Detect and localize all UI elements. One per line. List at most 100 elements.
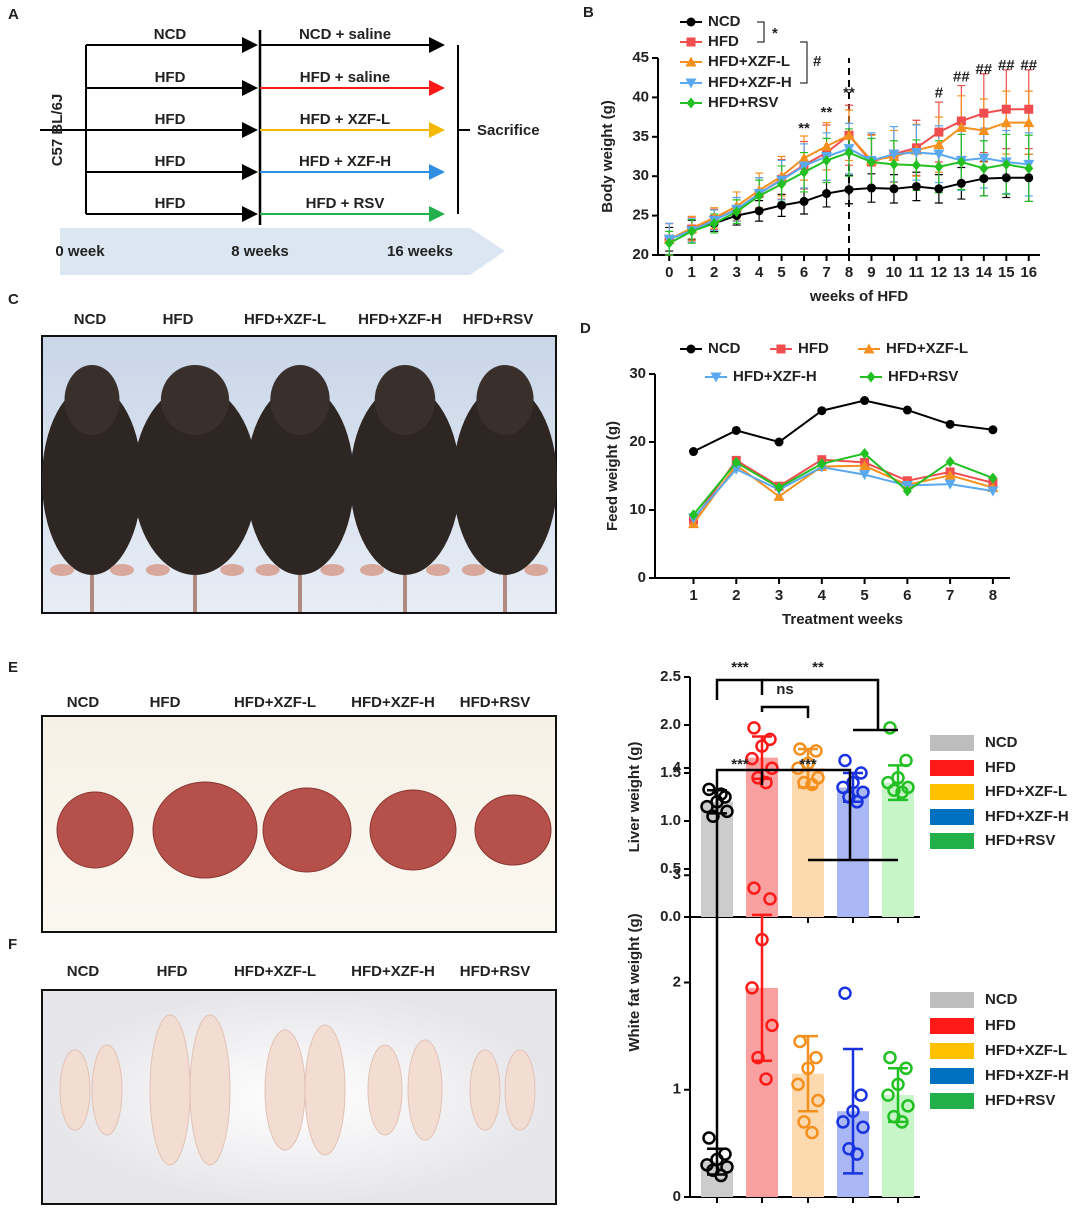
series-line xyxy=(692,466,994,519)
mouse-foot xyxy=(360,564,384,576)
legend-swatch xyxy=(930,833,974,849)
data-point xyxy=(688,447,698,457)
mouse-foot xyxy=(524,564,549,576)
data-point xyxy=(774,482,784,494)
significance-label: ** xyxy=(812,659,824,676)
legend-label: HFD+RSV xyxy=(888,368,958,385)
data-point xyxy=(978,153,990,164)
legend-label: NCD xyxy=(985,734,1018,751)
data-point xyxy=(895,785,909,799)
legend-label: HFD+XZF-L xyxy=(985,1042,1067,1059)
data-point xyxy=(822,189,832,199)
data-point xyxy=(765,761,779,775)
photo-caption: HFD+XZF-H xyxy=(351,694,435,711)
x-tick-label: 2 xyxy=(732,587,740,604)
data-point xyxy=(988,472,998,484)
x-tick-label: 9 xyxy=(867,264,875,281)
data-point xyxy=(702,782,716,797)
photo-caption: HFD+RSV xyxy=(463,311,533,328)
legend-label: NCD xyxy=(708,13,741,30)
fat-pad xyxy=(304,1024,346,1156)
mouse-foot xyxy=(255,564,280,576)
data-point xyxy=(956,178,966,188)
x-tick-label: 4 xyxy=(818,587,827,604)
legend-label: HFD+XZF-H xyxy=(985,1067,1069,1084)
x-tick-label: 13 xyxy=(953,264,970,281)
y-tick-label: 4 xyxy=(673,759,682,776)
photo-caption: NCD xyxy=(74,311,107,328)
mouse-body xyxy=(246,385,354,575)
data-point xyxy=(1024,173,1034,183)
data-point xyxy=(933,139,945,150)
photo-caption: HFD+XZF-H xyxy=(358,311,442,328)
x-tick-label: 6 xyxy=(800,264,808,281)
data-point xyxy=(777,200,787,210)
data-point xyxy=(860,448,870,460)
strain-label: C57 BL/6J xyxy=(49,94,66,167)
legend-marker xyxy=(686,97,696,109)
legend-label: NCD xyxy=(708,340,741,357)
panel-label: A xyxy=(8,6,19,23)
data-point xyxy=(978,124,990,135)
mouse-head xyxy=(64,365,120,435)
series-line xyxy=(693,399,994,453)
data-point xyxy=(854,1088,868,1102)
legend-marker xyxy=(685,56,697,67)
legend-label: HFD+XZF-L xyxy=(985,783,1067,800)
series-line xyxy=(692,458,994,521)
data-point xyxy=(889,158,899,170)
group-label: HFD xyxy=(155,111,186,128)
bar xyxy=(837,787,869,917)
data-point xyxy=(859,470,871,481)
data-point xyxy=(956,116,966,126)
y-tick-label: 1.0 xyxy=(660,812,681,829)
data-point xyxy=(859,460,871,471)
y-tick-label: 35 xyxy=(632,128,649,145)
legend-bracket xyxy=(757,21,765,43)
legend-marker xyxy=(776,344,786,354)
x-tick-label: 8 xyxy=(845,264,853,281)
y-tick-label: 0 xyxy=(673,1188,681,1205)
treatment-label: HFD + XZF-L xyxy=(300,111,390,128)
data-point xyxy=(856,785,870,799)
panel-label: F xyxy=(8,936,17,953)
data-point xyxy=(934,184,944,194)
data-point xyxy=(791,761,805,775)
legend-label: HFD xyxy=(985,759,1016,776)
series-line xyxy=(692,452,994,516)
data-point xyxy=(714,787,728,801)
bar xyxy=(792,768,824,917)
bar xyxy=(882,782,914,917)
legend-label: HFD+XZF-L xyxy=(708,53,790,70)
data-point xyxy=(856,1120,870,1135)
significance-label: ns xyxy=(776,681,794,698)
legend-swatch xyxy=(930,1018,974,1034)
data-point xyxy=(1023,117,1035,128)
data-point xyxy=(702,1131,716,1145)
data-point xyxy=(805,777,819,792)
significance-label: ## xyxy=(975,61,992,78)
liver xyxy=(474,794,552,866)
data-point xyxy=(1000,117,1012,128)
data-point xyxy=(955,121,967,132)
legend-marker xyxy=(686,344,696,354)
data-point xyxy=(811,1093,825,1108)
data-point xyxy=(881,1088,895,1102)
legend-swatch xyxy=(930,809,974,825)
significance-bracket xyxy=(715,768,764,1150)
legend-label: HFD+XZF-H xyxy=(733,368,817,385)
data-point xyxy=(899,1061,913,1076)
legend-label: HFD xyxy=(985,1017,1016,1034)
legend-label: HFD xyxy=(798,340,829,357)
data-point xyxy=(911,159,921,171)
data-point xyxy=(979,108,989,118)
mouse-foot xyxy=(426,564,450,576)
mouse-head xyxy=(160,365,230,435)
data-point xyxy=(944,479,956,490)
legend-label: NCD xyxy=(985,991,1018,1008)
data-point xyxy=(731,425,741,435)
mouse-body xyxy=(350,385,460,575)
data-point xyxy=(934,127,944,137)
data-point xyxy=(765,1018,779,1033)
data-point xyxy=(799,166,809,178)
